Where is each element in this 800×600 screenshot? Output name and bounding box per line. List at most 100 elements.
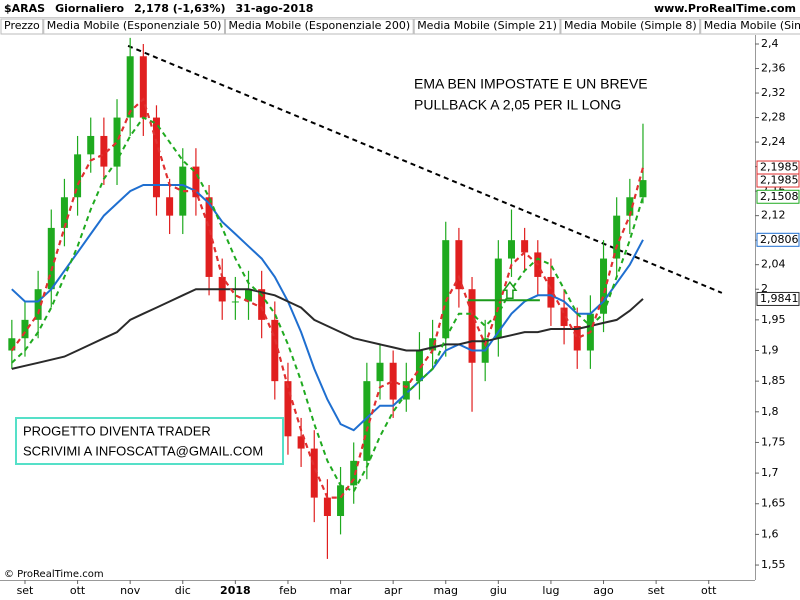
candle-body: [415, 350, 423, 382]
note-text: SCRIVIMI A INFOSCATTA@GMAIL.COM: [23, 443, 263, 458]
candle-body: [21, 319, 29, 339]
candle-body: [350, 460, 358, 486]
legend-box: [700, 18, 800, 35]
candle-body: [258, 289, 266, 320]
candle-body: [600, 258, 608, 314]
price-tag: [756, 173, 800, 188]
candle-body: [8, 338, 16, 351]
candle-body: [60, 197, 68, 228]
x-tick-label: set: [17, 584, 34, 597]
x-tick-label: ago: [593, 584, 614, 597]
candle-body: [34, 289, 42, 320]
candle-body: [442, 240, 450, 339]
moving-average: [10, 97, 644, 499]
candle-body: [429, 338, 437, 351]
candle-body: [402, 381, 410, 400]
price-tag: [756, 232, 800, 247]
candle-body: [507, 240, 515, 259]
candle-body: [323, 497, 331, 517]
x-tick-label: ott: [701, 584, 717, 597]
legend-label: Media Mobile (Esponenziale 50): [47, 19, 222, 32]
header-period: Giornaliero: [55, 2, 124, 15]
price-tag-label: 2,1985: [760, 174, 799, 187]
header-symbol: $ARAS: [4, 2, 45, 15]
x-tick-label: ott: [70, 584, 86, 597]
y-tick-label: 1,7: [761, 466, 779, 479]
candle-body: [547, 276, 555, 308]
site: www.ProRealTime.com: [654, 2, 796, 15]
candle-body: [139, 56, 147, 118]
candle-body: [337, 485, 345, 517]
y-tick-label: 1,8: [761, 405, 779, 418]
y-tick-label: 2,28: [761, 111, 786, 124]
y-tick-label: 2,24: [761, 135, 786, 148]
candle-body: [192, 166, 200, 198]
candle-body: [205, 197, 213, 277]
candle-body: [573, 325, 581, 351]
x-tick-label: giu: [490, 584, 507, 597]
legend-box: [224, 18, 414, 35]
candle-body: [126, 56, 134, 118]
candle-body: [74, 154, 82, 198]
candle-body: [626, 197, 634, 216]
moving-average: [11, 288, 644, 370]
candle-body: [560, 307, 568, 326]
candle-body: [455, 240, 463, 290]
annotation: EMA BEN IMPOSTATE E UN BREVE: [414, 76, 648, 92]
header: $ARAS Giornaliero 2,178 (-1,63%) 31-ago-201…: [0, 2, 800, 35]
x-tick-label: lug: [542, 584, 559, 597]
x-tick-label: 2018: [220, 584, 251, 597]
legend-box: [0, 18, 44, 35]
x-tick-label: dic: [175, 584, 191, 597]
y-tick-label: 2: [761, 282, 768, 295]
candle-body: [100, 135, 108, 167]
y-tick-label: 1,95: [761, 313, 786, 326]
candle-body: [297, 436, 305, 449]
y-tick-label: 1,75: [761, 435, 786, 448]
y-tick-label: 2,32: [761, 86, 786, 99]
y-tick-label: 2,12: [761, 209, 786, 222]
candle-body: [494, 258, 502, 339]
y-tick-label: 1,9: [761, 344, 779, 357]
legend-box: [413, 18, 561, 35]
y-tick-label: 2,4: [761, 37, 779, 50]
x-tick-label: nov: [120, 584, 141, 597]
price-tag: [756, 291, 800, 306]
y-tick-label: 1,65: [761, 497, 786, 510]
candle-body: [389, 362, 397, 400]
candle-body: [521, 240, 529, 253]
legend-label: Media Mobile (Esponenziale 200): [228, 19, 410, 32]
x-tick-label: mar: [330, 584, 352, 597]
candle-body: [113, 117, 121, 167]
note-text: PROGETTO DIVENTA TRADER: [23, 423, 211, 438]
price-tag-label: 1,9841: [760, 292, 799, 305]
price-tag-label: 2,1985: [760, 161, 799, 174]
legend-label: Media Mobile (Simple 8): [564, 19, 697, 32]
candle-body: [231, 301, 239, 303]
x-tick-label: feb: [279, 584, 297, 597]
candle-body: [271, 319, 279, 382]
price-tag: [756, 189, 800, 204]
candle-body: [87, 135, 95, 155]
legend-box: [43, 18, 225, 35]
legend-label: Prezzo: [4, 19, 40, 32]
copyright: © ProRealTime.com: [4, 569, 104, 580]
price-tag-label: 2,1508: [760, 190, 799, 203]
y-tick-label: 2,04: [761, 258, 786, 271]
trend-line: [127, 44, 723, 294]
y-tick-label: 1,85: [761, 374, 786, 387]
candle-body: [613, 215, 621, 259]
y-tick-label: 1,55: [761, 558, 786, 571]
candle-body: [179, 166, 187, 216]
legend-label: Media Mobile (Simple 21): [417, 19, 557, 32]
header-price: 2,178 (-1,63%): [134, 2, 225, 15]
candle-body: [639, 180, 647, 198]
candle-body: [152, 117, 160, 198]
candle-body: [310, 448, 318, 498]
candle-body: [166, 197, 174, 216]
moving-average: [11, 184, 644, 432]
x-tick-label: apr: [384, 584, 403, 597]
